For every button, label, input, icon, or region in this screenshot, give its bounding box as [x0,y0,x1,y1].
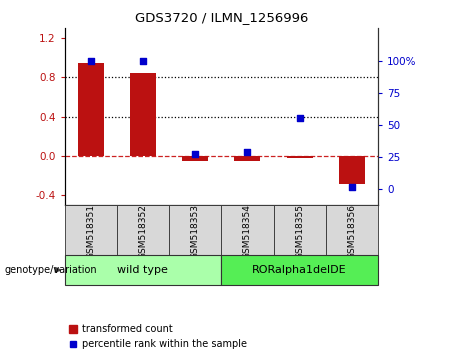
Bar [339,156,365,184]
Text: GSM518355: GSM518355 [295,204,304,258]
FancyBboxPatch shape [221,205,273,255]
Point [87,58,95,63]
FancyBboxPatch shape [326,205,378,255]
Point [139,58,147,63]
Text: GSM518354: GSM518354 [243,204,252,258]
Text: genotype/variation: genotype/variation [5,265,97,275]
FancyBboxPatch shape [221,255,378,285]
Text: GSM518351: GSM518351 [86,204,95,258]
Text: GSM518356: GSM518356 [348,204,356,258]
Bar [234,156,260,161]
FancyBboxPatch shape [169,205,221,255]
FancyBboxPatch shape [65,205,117,255]
Text: GSM518353: GSM518353 [191,204,200,258]
Point [348,184,355,189]
Point [244,149,251,155]
Title: GDS3720 / ILMN_1256996: GDS3720 / ILMN_1256996 [135,11,308,24]
FancyBboxPatch shape [117,205,169,255]
FancyBboxPatch shape [273,205,326,255]
FancyBboxPatch shape [65,255,221,285]
Bar [130,73,156,156]
Legend: transformed count, percentile rank within the sample: transformed count, percentile rank withi… [70,324,247,349]
Text: wild type: wild type [118,265,168,275]
Point [191,152,199,157]
Text: RORalpha1delDE: RORalpha1delDE [252,265,347,275]
Point [296,116,303,121]
Bar [77,63,104,156]
Text: GSM518352: GSM518352 [138,204,148,258]
Bar [287,156,313,158]
Bar [182,156,208,161]
